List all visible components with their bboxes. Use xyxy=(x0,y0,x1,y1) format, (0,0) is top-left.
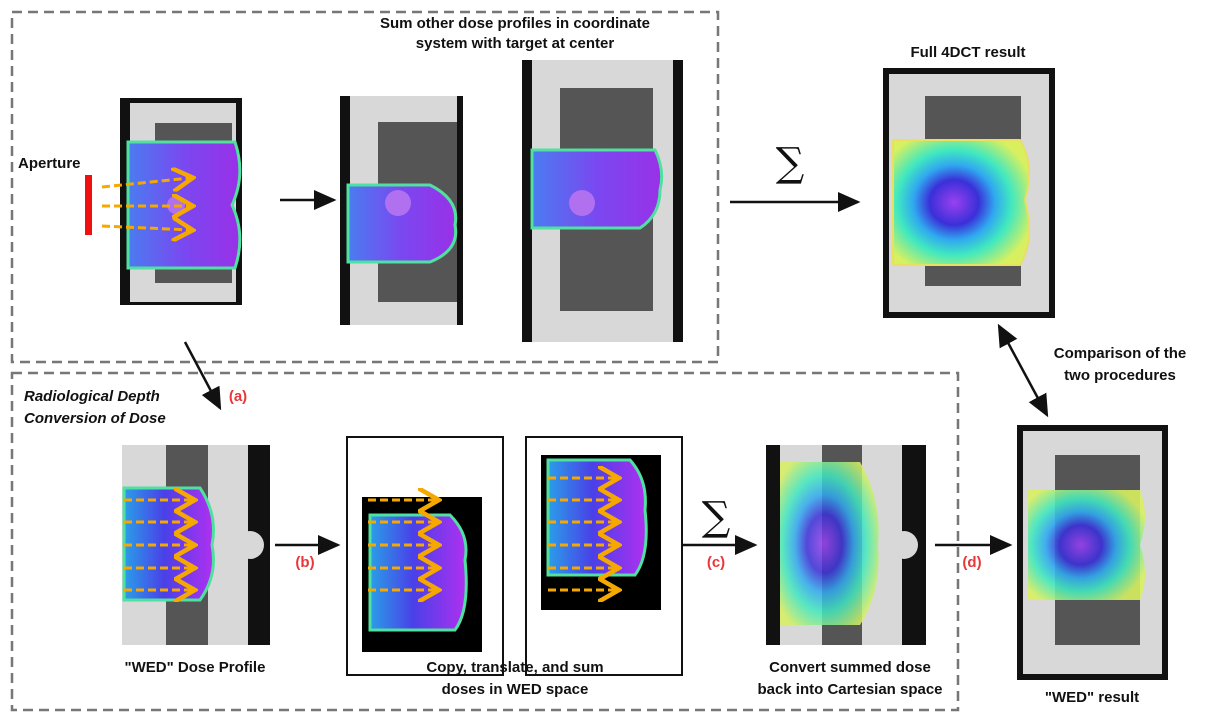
shape xyxy=(1028,490,1145,600)
step-label: (d) xyxy=(962,554,981,571)
sum-symbol: ∑ xyxy=(702,494,731,540)
text-line: Comparison of the xyxy=(1054,345,1187,362)
shape xyxy=(385,190,411,216)
shape xyxy=(370,515,466,630)
shape xyxy=(766,445,780,645)
shape xyxy=(532,150,662,228)
dose-panel xyxy=(85,98,242,305)
bottom-title: Radiological Depth Conversion of Dose xyxy=(24,388,166,427)
full-result-panel xyxy=(883,68,1055,318)
text-line: back into Cartesian space xyxy=(757,681,942,698)
comparison-label: Comparison of the two procedures xyxy=(1054,345,1187,384)
step-label: (a) xyxy=(229,388,247,405)
wed-result-panel xyxy=(1017,425,1168,680)
dose-panel xyxy=(340,96,463,325)
shape xyxy=(890,531,918,559)
diagram: Sum other dose profiles in coordinate sys… xyxy=(0,0,1215,713)
shape xyxy=(85,175,92,235)
text-line: "WED" Dose Profile xyxy=(125,659,266,676)
shape xyxy=(999,326,1047,415)
caption: Copy, translate, and sum doses in WED spa… xyxy=(426,659,603,698)
shape xyxy=(780,462,879,625)
cartesian-panel xyxy=(766,445,926,645)
shape xyxy=(569,190,595,216)
wed-copy-panel xyxy=(526,437,682,675)
result-title: Full 4DCT result xyxy=(910,44,1025,61)
text-line: Conversion of Dose xyxy=(24,410,166,427)
shape xyxy=(893,140,1029,265)
wed-copy-panel xyxy=(347,437,503,675)
text-line: system with target at center xyxy=(416,35,615,52)
wed-dose-panel xyxy=(122,445,270,645)
caption: "WED" Dose Profile xyxy=(125,659,266,676)
shape xyxy=(185,342,220,408)
dose-panel xyxy=(522,60,683,342)
step-label: (c) xyxy=(707,554,725,571)
aperture-label: Aperture xyxy=(18,155,81,172)
text-line: Sum other dose profiles in coordinate xyxy=(380,15,650,32)
text-line: Copy, translate, and sum xyxy=(426,659,603,676)
caption: Convert summed dose back into Cartesian s… xyxy=(757,659,942,698)
caption: Sum other dose profiles in coordinate sys… xyxy=(380,15,650,52)
text-line: doses in WED space xyxy=(442,681,589,698)
text-line: Radiological Depth xyxy=(24,388,160,405)
text-line: two procedures xyxy=(1064,367,1176,384)
shape xyxy=(236,531,264,559)
step-label: (b) xyxy=(295,554,314,571)
result-title: "WED" result xyxy=(1045,689,1139,706)
sum-symbol: ∑ xyxy=(776,140,805,186)
text-line: Convert summed dose xyxy=(769,659,931,676)
